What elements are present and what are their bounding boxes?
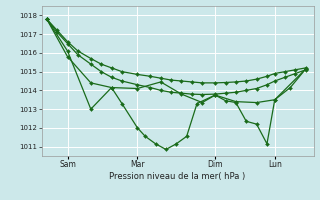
X-axis label: Pression niveau de la mer( hPa ): Pression niveau de la mer( hPa ) xyxy=(109,172,246,181)
